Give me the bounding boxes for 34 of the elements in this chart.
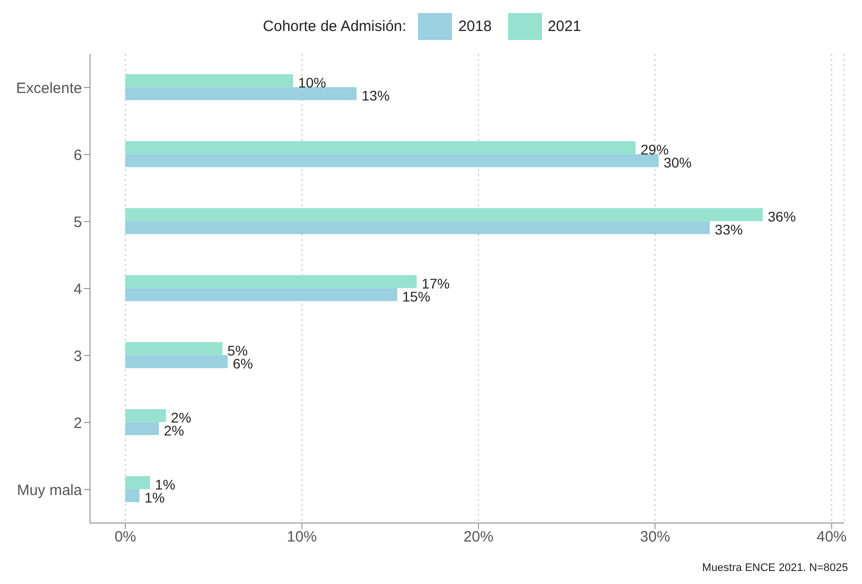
y-tick-label: 6 xyxy=(74,146,82,164)
bar xyxy=(125,342,222,356)
bar xyxy=(125,87,357,100)
bar xyxy=(125,141,636,154)
bar xyxy=(125,208,763,222)
bar xyxy=(125,275,417,288)
x-tick-label: 10% xyxy=(286,528,317,546)
x-tick-label: 30% xyxy=(640,528,670,546)
bar xyxy=(125,409,166,422)
y-tick-label: 3 xyxy=(74,348,82,365)
text: Muestra ENCE 2021. N=8025 xyxy=(702,562,848,574)
bar xyxy=(125,422,159,436)
bar xyxy=(125,476,150,490)
y-tick-label: Muy mala xyxy=(16,482,83,499)
bar xyxy=(125,288,398,302)
data-label: 13% xyxy=(362,88,390,104)
data-label: 36% xyxy=(768,208,796,225)
bar xyxy=(125,221,710,234)
bar xyxy=(125,355,228,368)
bar xyxy=(125,74,294,88)
data-label: 33% xyxy=(714,222,743,238)
x-tick-label: 20% xyxy=(463,528,494,546)
y-tick-label: 2 xyxy=(74,414,82,432)
legend-label: 2018 xyxy=(458,18,492,35)
y-tick-label: 5 xyxy=(74,214,82,231)
x-tick-label: 0% xyxy=(114,528,136,546)
x-tick-label: 40% xyxy=(816,528,847,546)
bar xyxy=(125,489,140,502)
y-tick-label: 4 xyxy=(74,280,82,298)
data-label: 10% xyxy=(298,74,326,91)
legend-label: 2021 xyxy=(548,18,582,35)
y-tick-label: Excelente xyxy=(16,80,82,97)
bar xyxy=(125,154,659,168)
legend-title: Cohorte de Admisión: xyxy=(262,18,406,35)
